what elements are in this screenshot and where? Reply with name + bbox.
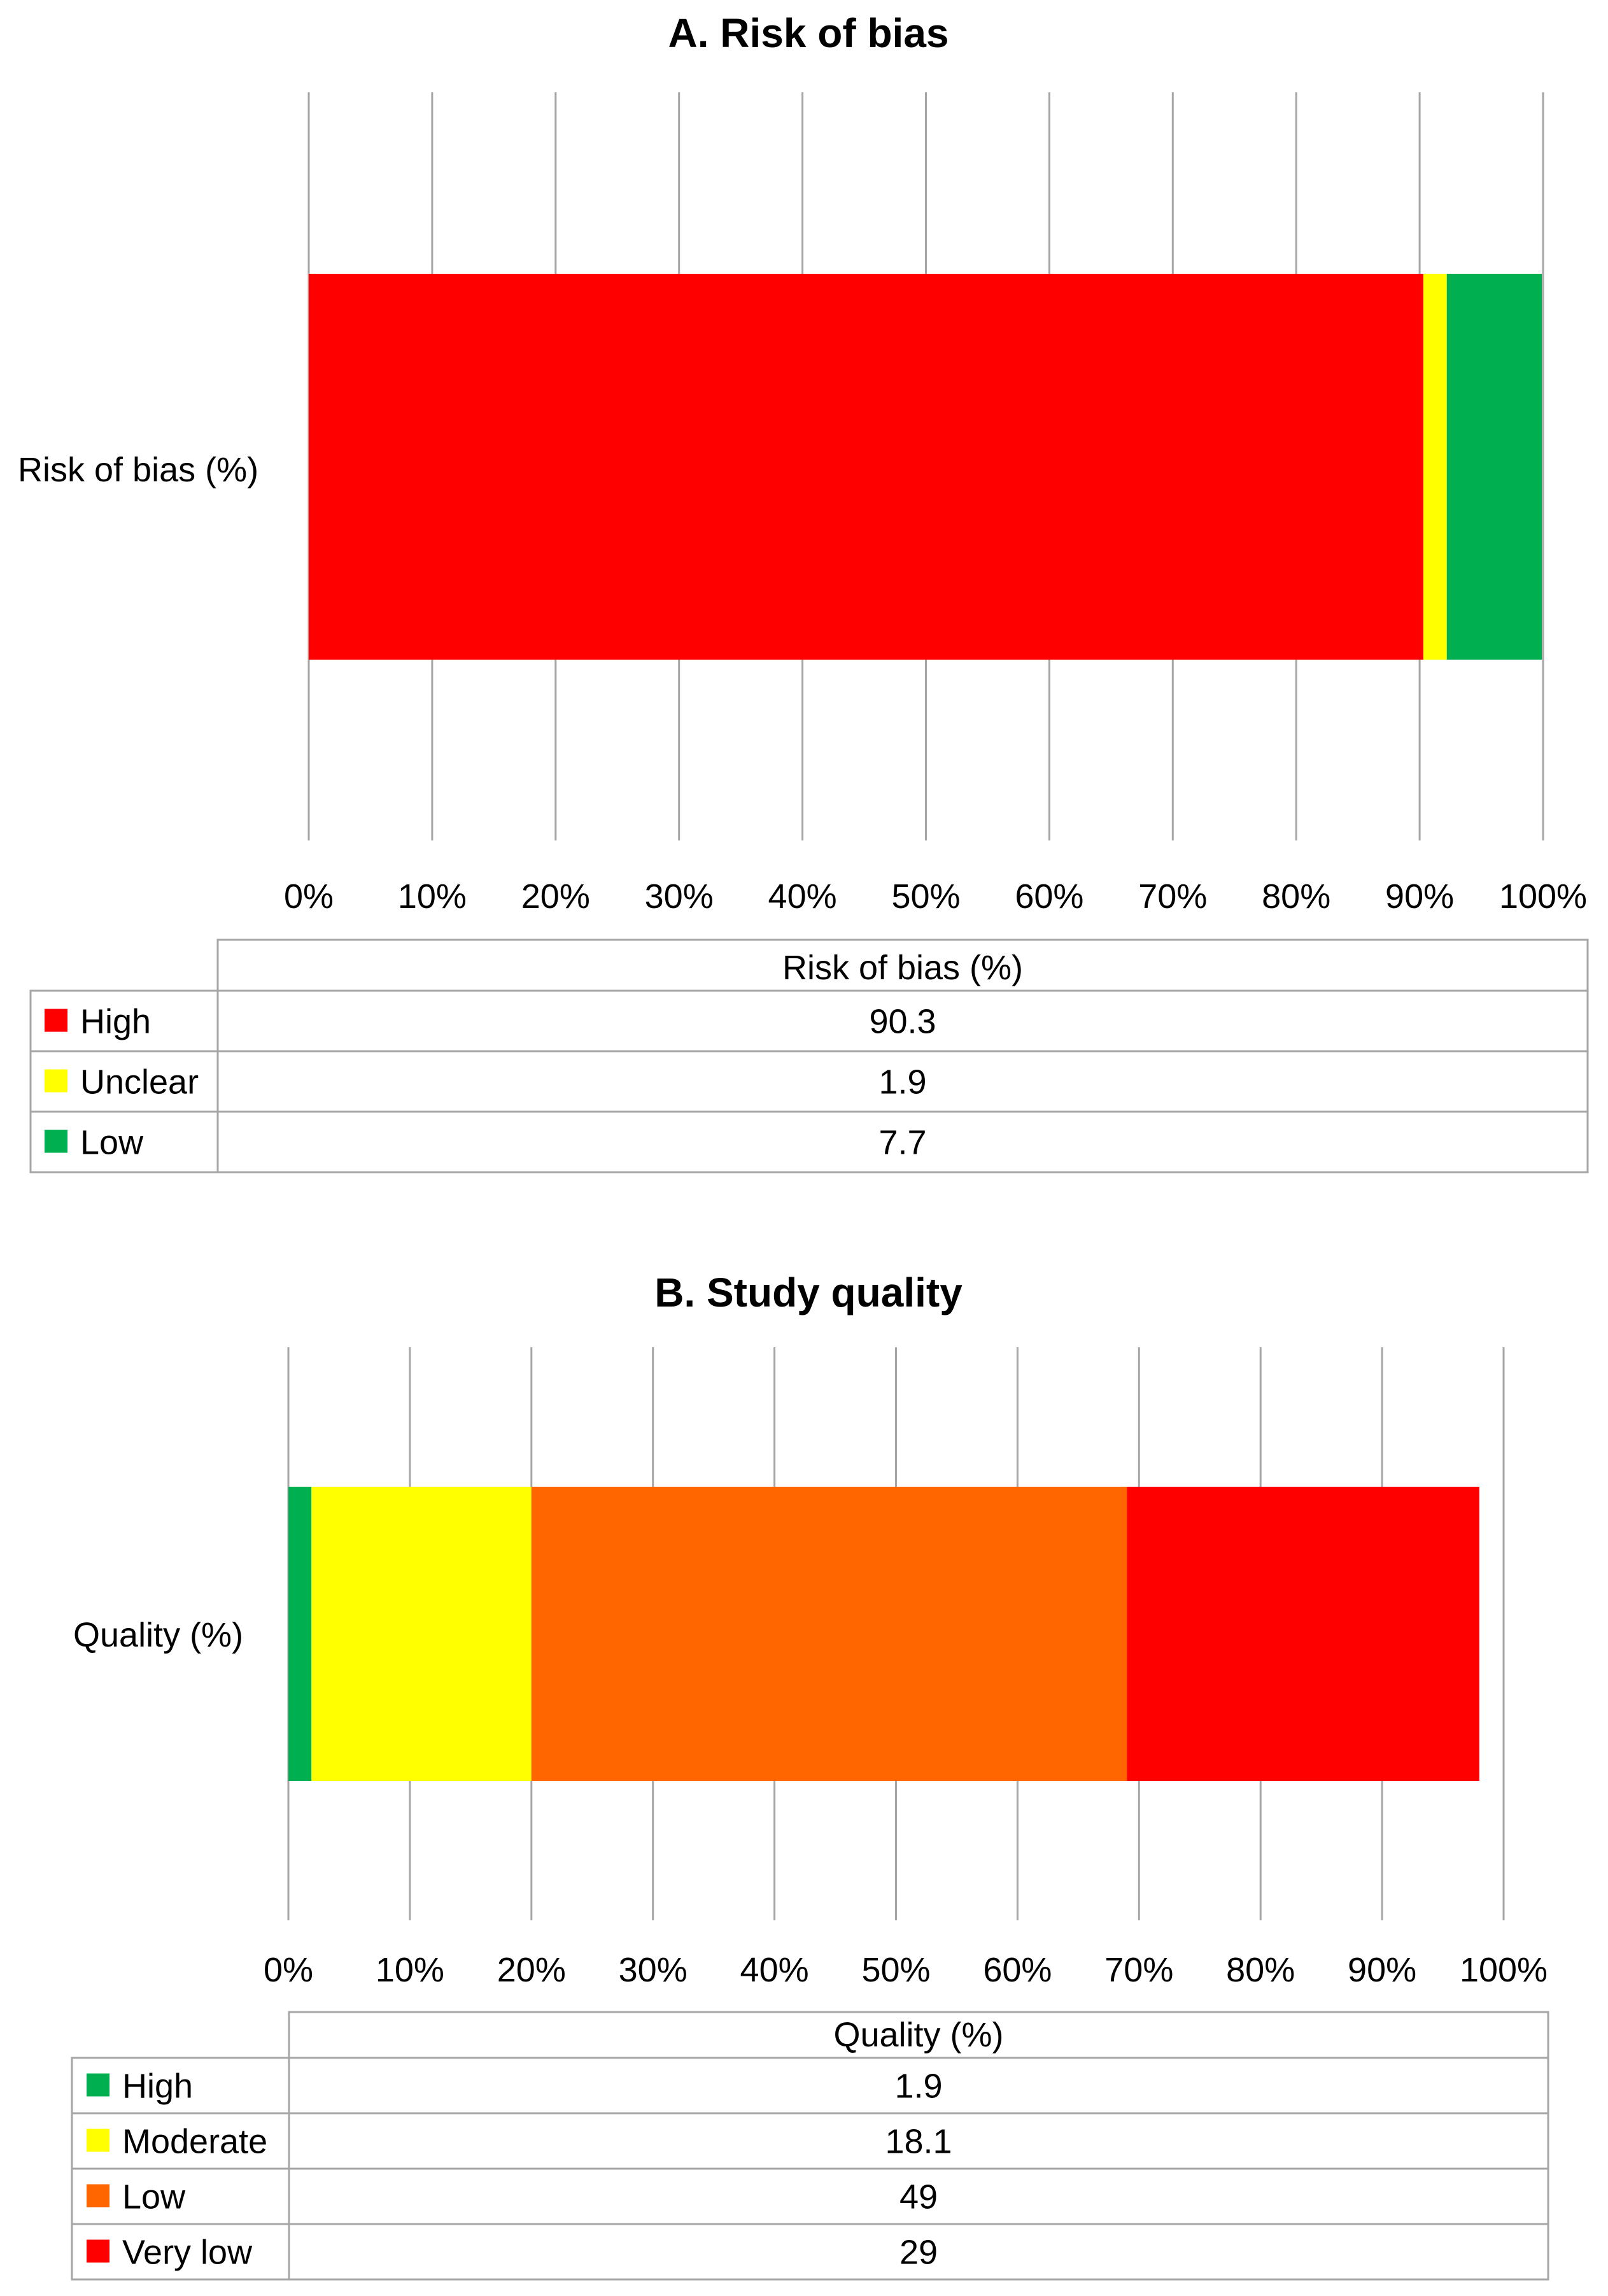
x-tick-label: 40% (768, 877, 837, 916)
chart-a-bars (309, 274, 1542, 660)
x-tick-label: 90% (1385, 877, 1454, 916)
legend-swatch (87, 2129, 109, 2152)
x-tick-label: 50% (861, 1951, 930, 1989)
chart-a-category-label: Risk of bias (%) (18, 451, 258, 489)
chart-b-category-label: Quality (%) (73, 1616, 243, 1654)
x-tick-label: 20% (497, 1951, 566, 1989)
chart-b-tick-labels: 0% 10% 20% 30% 40% 50% 60% 70% 80% 90% 100% (264, 1951, 1548, 1989)
table-header: Risk of bias (%) (782, 949, 1023, 987)
x-tick-label: 50% (891, 877, 960, 916)
chart-b-bars (288, 1487, 1479, 1781)
legend-swatch (87, 2073, 109, 2097)
table-value: 7.7 (878, 1124, 926, 1162)
table-value: 1.9 (878, 1063, 926, 1102)
legend-entry: Unclear (80, 1063, 199, 1102)
table-value: 1.9 (894, 2067, 942, 2106)
table-header: Quality (%) (833, 2016, 1003, 2054)
x-tick-label: 90% (1348, 1951, 1416, 1989)
x-tick-label: 80% (1226, 1951, 1295, 1989)
x-tick-label: 0% (284, 877, 334, 916)
chart-a-title: A. Risk of bias (668, 10, 949, 56)
chart-b-title: B. Study quality (654, 1270, 963, 1315)
x-tick-label: 20% (521, 877, 590, 916)
table-value: 29 (899, 2234, 938, 2272)
legend-swatch (45, 1130, 67, 1153)
bar-segment-high (309, 274, 1423, 660)
chart-a: A. Risk of bias Risk of bias (%) 0% 10% 20… (18, 10, 1589, 1173)
legend-entry: Low (80, 1124, 144, 1162)
legend-entry: High (80, 1003, 151, 1041)
chart-b-data-table: Quality (%) High 1.9 Moderate 18.1 Low 49 Very … (71, 2011, 1549, 2281)
chart-b: B. Study quality Quality (%) 0% 10% 20% 30%… (71, 1270, 1549, 2281)
legend-swatch (87, 2184, 109, 2207)
x-tick-label: 60% (983, 1951, 1052, 1989)
x-tick-label: 0% (264, 1951, 313, 1989)
x-tick-label: 10% (376, 1951, 444, 1989)
table-value: 90.3 (869, 1003, 936, 1041)
legend-entry: Low (122, 2178, 186, 2216)
legend-swatch (45, 1069, 67, 1093)
x-tick-label: 40% (740, 1951, 809, 1989)
chart-a-data-table: Risk of bias (%) High 90.3 Unclear 1.9 Low 7.7 (29, 939, 1589, 1173)
bar-segment-unclear (1423, 274, 1447, 660)
legend-entry: Very low (122, 2234, 253, 2272)
x-tick-label: 70% (1104, 1951, 1173, 1989)
bar-segment-low (531, 1487, 1127, 1781)
x-tick-label: 60% (1015, 877, 1083, 916)
x-tick-label: 30% (619, 1951, 688, 1989)
x-tick-label: 100% (1460, 1951, 1548, 1989)
legend-entry: Moderate (122, 2123, 267, 2161)
chart-a-tick-labels: 0% 10% 20% 30% 40% 50% 60% 70% 80% 90% 100% (284, 877, 1587, 916)
legend-entry: High (122, 2067, 193, 2106)
x-tick-label: 10% (398, 877, 467, 916)
bar-segment-high (288, 1487, 312, 1781)
legend-swatch (87, 2239, 109, 2263)
bar-segment-very-low (1127, 1487, 1479, 1781)
table-value: 18.1 (885, 2123, 952, 2161)
x-tick-label: 80% (1262, 877, 1330, 916)
x-tick-label: 100% (1499, 877, 1587, 916)
x-tick-label: 70% (1138, 877, 1207, 916)
legend-swatch (45, 1009, 67, 1032)
x-tick-label: 30% (645, 877, 714, 916)
table-value: 49 (899, 2178, 938, 2216)
bar-segment-moderate (311, 1487, 532, 1781)
table-body (29, 989, 1589, 1173)
bar-segment-low (1446, 274, 1542, 660)
